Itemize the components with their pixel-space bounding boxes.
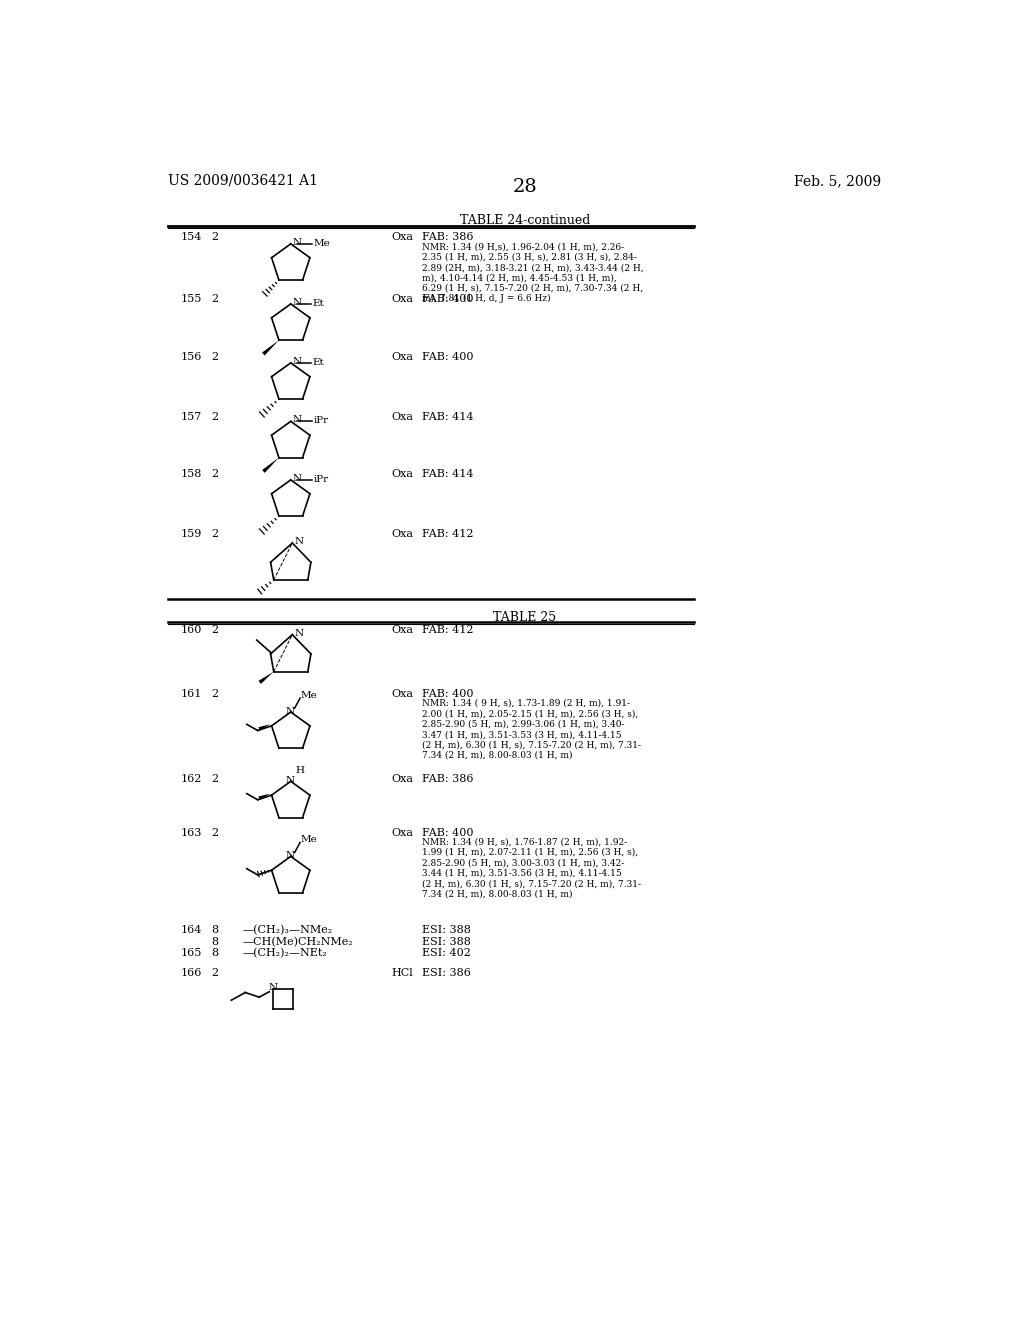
- Text: N: N: [295, 537, 304, 546]
- Text: N: N: [295, 628, 304, 638]
- Text: FAB: 386: FAB: 386: [423, 774, 474, 784]
- Text: NMR: 1.34 (9 H, s), 1.76-1.87 (2 H, m), 1.92-
1.99 (1 H, m), 2.07-2.11 (1 H, m),: NMR: 1.34 (9 H, s), 1.76-1.87 (2 H, m), …: [423, 838, 641, 899]
- Text: FAB: 400: FAB: 400: [423, 294, 474, 304]
- Text: ESI: 388: ESI: 388: [423, 925, 471, 936]
- Text: 2: 2: [212, 828, 219, 837]
- Text: Oxa: Oxa: [391, 689, 414, 698]
- Text: 162: 162: [180, 774, 202, 784]
- Text: 2: 2: [212, 529, 219, 539]
- Text: 2: 2: [212, 689, 219, 698]
- Text: Me: Me: [301, 836, 317, 843]
- Text: FAB: 414: FAB: 414: [423, 412, 474, 421]
- Text: 156: 156: [180, 352, 202, 363]
- Text: Oxa: Oxa: [391, 774, 414, 784]
- Text: FAB: 386: FAB: 386: [423, 232, 474, 243]
- Text: N: N: [292, 298, 301, 306]
- Text: Oxa: Oxa: [391, 529, 414, 539]
- Text: 164: 164: [180, 925, 202, 936]
- Text: FAB: 400: FAB: 400: [423, 689, 474, 698]
- Text: 2: 2: [212, 626, 219, 635]
- Text: Oxa: Oxa: [391, 626, 414, 635]
- Text: Feb. 5, 2009: Feb. 5, 2009: [795, 174, 882, 187]
- Text: 159: 159: [180, 529, 202, 539]
- Text: ESI: 388: ESI: 388: [423, 937, 471, 946]
- Text: Me: Me: [314, 239, 331, 248]
- Text: 2: 2: [212, 470, 219, 479]
- Text: FAB: 412: FAB: 412: [423, 529, 474, 539]
- Text: Oxa: Oxa: [391, 470, 414, 479]
- Text: Oxa: Oxa: [391, 352, 414, 363]
- Text: Et: Et: [312, 358, 325, 367]
- Text: N: N: [292, 416, 301, 424]
- Text: N: N: [286, 851, 295, 861]
- Text: FAB: 400: FAB: 400: [423, 828, 474, 837]
- Text: H: H: [295, 766, 304, 775]
- Text: N: N: [286, 706, 295, 715]
- Text: 2: 2: [212, 969, 219, 978]
- Text: 158: 158: [180, 470, 202, 479]
- Text: 157: 157: [180, 412, 202, 421]
- Text: FAB: 414: FAB: 414: [423, 470, 474, 479]
- Text: N: N: [286, 776, 295, 785]
- Text: 2: 2: [212, 352, 219, 363]
- Text: iPr: iPr: [314, 416, 329, 425]
- Text: N: N: [292, 474, 301, 483]
- Text: N: N: [268, 983, 278, 993]
- Text: 28: 28: [512, 178, 538, 195]
- Text: Oxa: Oxa: [391, 232, 414, 243]
- Text: Oxa: Oxa: [391, 294, 414, 304]
- Text: 2: 2: [212, 232, 219, 243]
- Text: NMR: 1.34 ( 9 H, s), 1.73-1.89 (2 H, m), 1.91-
2.00 (1 H, m), 2.05-2.15 (1 H, m): NMR: 1.34 ( 9 H, s), 1.73-1.89 (2 H, m),…: [423, 700, 641, 760]
- Text: 2: 2: [212, 412, 219, 421]
- Text: Oxa: Oxa: [391, 828, 414, 837]
- Text: 8: 8: [212, 937, 219, 946]
- Text: —(CH₂)₂—NEt₂: —(CH₂)₂—NEt₂: [243, 949, 328, 958]
- Polygon shape: [262, 341, 279, 355]
- Text: FAB: 412: FAB: 412: [423, 626, 474, 635]
- Text: —(CH₂)₃—NMe₂: —(CH₂)₃—NMe₂: [243, 925, 333, 936]
- Text: TABLE 24-continued: TABLE 24-continued: [460, 214, 590, 227]
- Text: ESI: 386: ESI: 386: [423, 969, 471, 978]
- Text: TABLE 25: TABLE 25: [494, 611, 556, 624]
- Polygon shape: [258, 725, 270, 731]
- Text: N: N: [292, 356, 301, 366]
- Text: FAB: 400: FAB: 400: [423, 352, 474, 363]
- Polygon shape: [262, 458, 279, 473]
- Text: Et: Et: [312, 298, 325, 308]
- Text: 165: 165: [180, 949, 202, 958]
- Text: 2: 2: [212, 294, 219, 304]
- Text: Me: Me: [301, 690, 317, 700]
- Text: —CH(Me)CH₂NMe₂: —CH(Me)CH₂NMe₂: [243, 937, 353, 948]
- Text: iPr: iPr: [314, 475, 329, 483]
- Text: 154: 154: [180, 232, 202, 243]
- Text: NMR: 1.34 (9 H,s), 1.96-2.04 (1 H, m), 2.26-
2.35 (1 H, m), 2.55 (3 H, s), 2.81 : NMR: 1.34 (9 H,s), 1.96-2.04 (1 H, m), 2…: [423, 243, 644, 304]
- Text: 8: 8: [212, 949, 219, 958]
- Text: N: N: [292, 238, 301, 247]
- Text: HCl: HCl: [391, 969, 414, 978]
- Polygon shape: [259, 672, 273, 684]
- Text: 8: 8: [212, 925, 219, 936]
- Text: US 2009/0036421 A1: US 2009/0036421 A1: [168, 174, 318, 187]
- Text: 2: 2: [212, 774, 219, 784]
- Text: 161: 161: [180, 689, 202, 698]
- Text: 163: 163: [180, 828, 202, 837]
- Text: 160: 160: [180, 626, 202, 635]
- Text: Oxa: Oxa: [391, 412, 414, 421]
- Text: 155: 155: [180, 294, 202, 304]
- Polygon shape: [258, 793, 270, 800]
- Text: ESI: 402: ESI: 402: [423, 949, 471, 958]
- Text: 166: 166: [180, 969, 202, 978]
